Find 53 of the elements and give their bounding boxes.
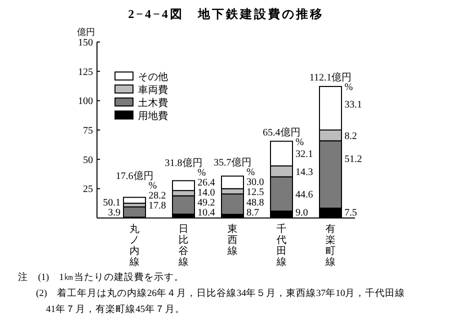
bar bbox=[123, 196, 146, 204]
annotation: 17.8 bbox=[148, 200, 166, 212]
y-axis-title: 億円 bbox=[77, 27, 95, 37]
text: 注 (1) 1㎞当たりの建設費を示す。 bbox=[18, 271, 184, 283]
annotation: 26.4 bbox=[198, 178, 215, 188]
total-label: 65.4億円 bbox=[262, 126, 300, 138]
annotation: 12.5 bbox=[246, 186, 264, 198]
y-tick-label: 100 bbox=[78, 96, 93, 108]
total-label: 35.7億円 bbox=[214, 156, 252, 168]
annotation: % bbox=[246, 166, 255, 178]
y-tick-label: 150 bbox=[78, 38, 93, 48]
total-label: 17.6億円 bbox=[116, 170, 154, 182]
y-tick-label: 25 bbox=[83, 184, 93, 196]
chart-title: 2−4−4図 地下鉄建設費の推移 bbox=[128, 7, 324, 21]
annotation: 8.7 bbox=[246, 208, 259, 218]
total-label: 112.1億円 bbox=[309, 71, 352, 84]
legend-label: その他 bbox=[138, 71, 168, 83]
annotation: 3.9 bbox=[108, 208, 120, 218]
x-tick-label: 千代田線 bbox=[276, 223, 286, 268]
annotation: % bbox=[148, 180, 157, 192]
legend-label: 土木費 bbox=[138, 97, 168, 109]
annotation: 44.6 bbox=[296, 189, 313, 200]
y-tick-label: 125 bbox=[78, 66, 93, 78]
annotation: % bbox=[296, 136, 304, 148]
annotation: 50.1 bbox=[103, 198, 120, 208]
bar bbox=[221, 193, 244, 215]
annotation: 51.2 bbox=[344, 154, 362, 165]
annotation: 30.0 bbox=[246, 176, 264, 188]
x-tick-label: 有楽町線 bbox=[324, 223, 336, 268]
text: 41年７月，有楽町線45年７月。 bbox=[46, 303, 185, 315]
bar bbox=[172, 195, 195, 215]
x-tick-label: 丸ノ内線 bbox=[128, 223, 140, 268]
annotation: 32.1 bbox=[296, 149, 313, 160]
annotation: % bbox=[198, 168, 206, 178]
annotation: 48.8 bbox=[246, 198, 264, 208]
y-tick-label: 75 bbox=[83, 126, 93, 136]
text: (2) 着工年月は丸の内線26年４月，日比谷線34年５月，東西線37年10月，千代田線 bbox=[36, 287, 406, 299]
annotation: 14.3 bbox=[296, 166, 313, 178]
annotation: % bbox=[344, 82, 353, 93]
annotation: 14.0 bbox=[198, 188, 215, 198]
legend-label: 車両費 bbox=[138, 84, 168, 96]
annotation: 33.1 bbox=[344, 100, 362, 111]
total-label: 31.8億円 bbox=[164, 157, 202, 169]
x-tick-label: 東西線 bbox=[226, 223, 238, 257]
annotation: 7.5 bbox=[344, 208, 357, 218]
annotation: 10.4 bbox=[198, 208, 215, 218]
legend-label: 用地費 bbox=[138, 110, 168, 122]
y-tick-label: 50 bbox=[83, 154, 93, 166]
annotation: 49.2 bbox=[198, 198, 215, 208]
annotation: 8.2 bbox=[344, 130, 357, 142]
x-tick-label: 日比谷線 bbox=[178, 224, 188, 268]
annotation: 9.0 bbox=[296, 208, 308, 218]
annotation: 28.2 bbox=[148, 190, 166, 202]
